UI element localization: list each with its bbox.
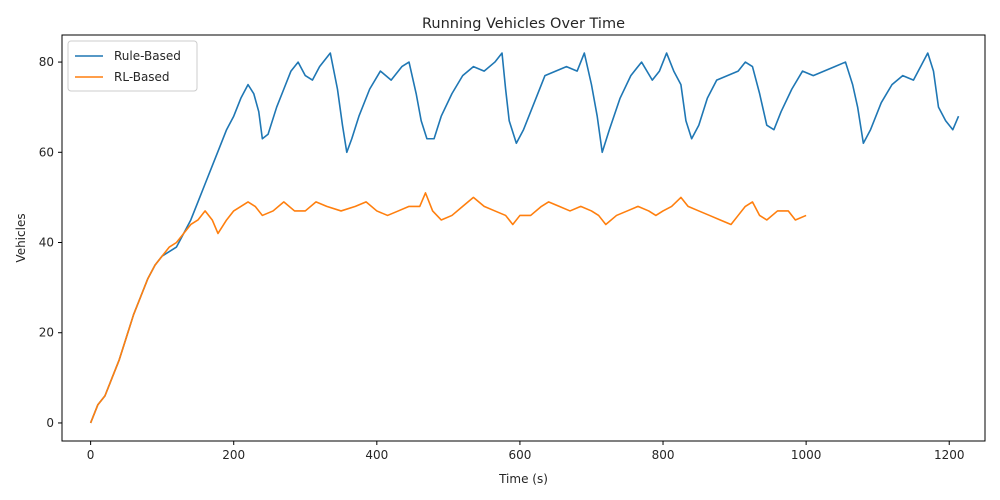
y-axis-label: Vehicles (14, 213, 28, 262)
x-tick-label: 1000 (791, 448, 822, 462)
x-tick-label: 1200 (934, 448, 965, 462)
legend-label-rule-based: Rule-Based (114, 49, 181, 63)
plot-area (61, 34, 986, 442)
legend-label-rl-based: RL-Based (114, 70, 170, 84)
x-tick-label: 0 (87, 448, 95, 462)
x-tick-label: 200 (222, 448, 245, 462)
x-tick-label: 400 (365, 448, 388, 462)
series-layer (89, 52, 960, 424)
x-tick-label: 600 (508, 448, 531, 462)
legend-frame (67, 40, 198, 92)
legend: Rule-Based RL-Based (67, 40, 198, 92)
x-axis-label: Time (s) (498, 472, 548, 486)
x-tick-label: 800 (652, 448, 675, 462)
y-axis: 0 20 40 60 80 (39, 55, 62, 430)
y-tick-label: 40 (39, 236, 54, 250)
y-tick-label: 60 (39, 145, 54, 159)
chart-title: Running Vehicles Over Time (422, 16, 625, 32)
y-tick-label: 20 (39, 326, 54, 340)
series-line-rule-based (89, 52, 960, 424)
series-line-rl-based (89, 192, 807, 424)
x-axis: 0 200 400 600 800 1000 1200 (87, 441, 965, 462)
y-tick-label: 0 (46, 416, 54, 430)
y-tick-label: 80 (39, 55, 54, 69)
